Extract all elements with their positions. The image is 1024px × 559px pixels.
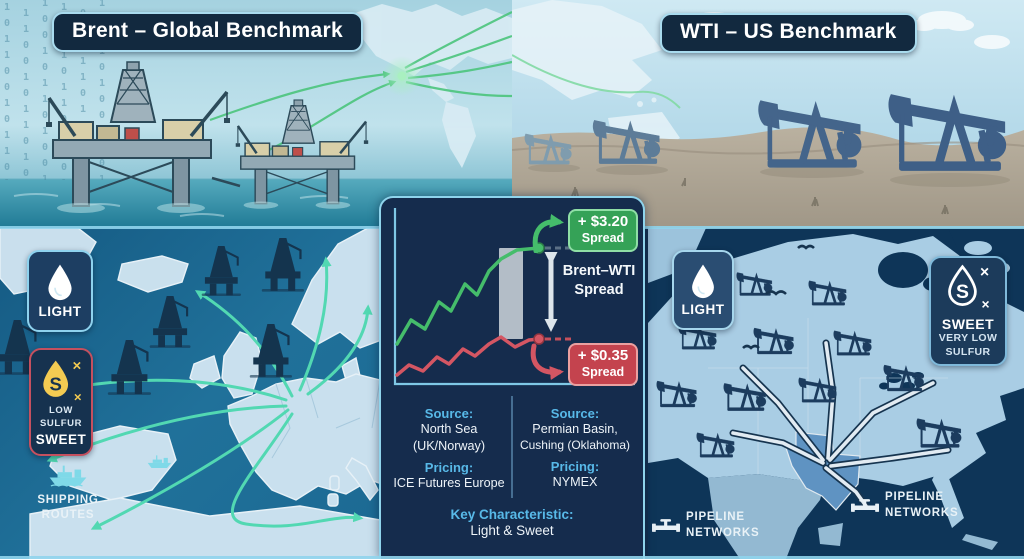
spread-bar [499, 248, 523, 339]
pipeline-label-line1: PIPELINE [885, 491, 944, 503]
brent-source-line1: North Sea [420, 422, 478, 436]
sulfur-badge-line2: SULFUR [39, 418, 83, 429]
wti-sweet-badge: S × × SWEET VERY LOW SULFUR [929, 256, 1007, 366]
red-curve-arrow [530, 343, 564, 380]
sweet-badge-line2: VERY LOW [938, 331, 998, 344]
sulfur-badge-line1: LOW [49, 405, 73, 417]
world-map [352, 4, 512, 168]
sweet-sulfur-icon: S × × [948, 264, 990, 312]
pipeline-label-line2: NETWORKS [686, 526, 760, 539]
x-mark: × [74, 390, 82, 405]
benchmark-info: Source: North Sea (UK/Norway) Pricing: I… [381, 394, 643, 540]
wti-light-badge: LIGHT [672, 250, 734, 330]
birds [742, 244, 815, 350]
key-characteristic: Key Characteristic: Light & Sweet [387, 507, 637, 540]
spread-title: Brent–WTI Spread [557, 262, 641, 300]
key-characteristic-label: Key Characteristic: [450, 506, 574, 522]
brent-pricing-value: ICE Futures Europe [393, 476, 505, 491]
spread-panel: Brent–WTI Spread + $3.20 Spread + $0.35 … [379, 196, 645, 559]
state-borders [708, 318, 948, 474]
light-badge-label: LIGHT [38, 304, 82, 319]
pipeline-networks-label-right: PIPELINE NETWORKS [851, 490, 958, 521]
brent-spread-badge: + $3.20 Spread [568, 209, 638, 252]
wti-pricing-value: NYMEX [552, 475, 598, 490]
wti-endpoint [533, 333, 545, 345]
green-curve-arrow [532, 213, 564, 253]
sweet-badge-line1: SWEET [941, 315, 995, 332]
brent-line [395, 246, 541, 346]
pipeline-label-line1: PIPELINE [686, 511, 745, 523]
brent-sulfur-badge: S × × LOW SULFUR SWEET [29, 348, 93, 456]
brent-info-column: Source: North Sea (UK/Norway) Pricing: I… [387, 396, 511, 498]
droplet-icon [48, 264, 72, 301]
shipping-label-line2: ROUTES [41, 509, 95, 522]
chart-axes [393, 208, 635, 386]
brent-pricing-label: Pricing: [424, 460, 474, 476]
x-mark: × [981, 296, 989, 312]
brent-spread-value: + $3.20 [577, 213, 629, 230]
shrubs [571, 178, 949, 215]
sweet-badge-line3: SULFUR [945, 345, 991, 358]
x-mark: × [73, 358, 82, 375]
spread-chart-area: Brent–WTI Spread + $3.20 Spread + $0.35 … [381, 198, 642, 394]
wti-line [395, 335, 541, 377]
wti-spread-value: + $0.35 [577, 347, 629, 364]
wti-source-line2: Cushing (Oklahoma) [519, 437, 631, 452]
key-characteristic-value: Light & Sweet [470, 522, 554, 538]
brent-title-text: Brent – Global Benchmark [72, 19, 343, 42]
spread-chart [393, 208, 635, 386]
pipelines [729, 339, 952, 510]
wti-info-column: Source: Permian Basin, Cushing (Oklahoma… [511, 396, 637, 498]
wti-source-line1: Permian Basin, [532, 422, 618, 436]
spread-title-line2: Spread [574, 281, 624, 298]
pipeline-networks-label-left: PIPELINE NETWORKS [652, 510, 759, 541]
wti-spread-badge: + $0.35 Spread [568, 343, 638, 386]
low-sulfur-icon: S × × [43, 358, 82, 405]
wti-source-label: Source: [550, 406, 600, 421]
x-mark: × [980, 264, 989, 281]
shipping-route-arrows [46, 256, 373, 530]
wti-spread-label: Spread [581, 364, 625, 379]
wti-title: WTI – US Benchmark [660, 13, 917, 53]
bottom-border [0, 556, 1024, 559]
brent-source-line2: (UK/Norway) [412, 438, 486, 453]
sulfur-symbol: S [49, 374, 61, 395]
sulfur-symbol: S [956, 281, 969, 303]
brent-source-label: Source: [424, 406, 474, 421]
pumpjack-shadows [528, 164, 1010, 187]
shipping-label-line1: SHIPPING [37, 493, 99, 506]
brent-scene: 1 0 1 1 0 0 1 0 1 1 0 1 0 0 1 1 0 1 0 1 … [0, 0, 512, 228]
shipping-routes-label: SHIPPING ROUTES [12, 460, 124, 524]
route-line [512, 54, 681, 109]
ship-icon [49, 465, 87, 487]
brent-spread-label: Spread [581, 230, 625, 245]
brent-light-badge: LIGHT [27, 250, 93, 332]
valve-icon [652, 519, 680, 532]
sulfur-badge-line3: SWEET [35, 431, 87, 447]
wti-pricing-label: Pricing: [550, 459, 600, 475]
country-borders [271, 377, 381, 459]
brent-title: Brent – Global Benchmark [52, 12, 363, 52]
valve-icon [851, 499, 879, 512]
light-badge-label: LIGHT [681, 302, 725, 317]
wti-map: LIGHT S × × SWEET VERY LOW SULFUR PIPELI… [648, 228, 1024, 559]
droplet-icon [692, 264, 714, 299]
spread-title-line1: Brent–WTI [562, 263, 636, 279]
wti-scene: WTI – US Benchmark [512, 0, 1024, 228]
pipeline-label-line2: NETWORKS [885, 506, 959, 519]
wti-title-text: WTI – US Benchmark [680, 20, 897, 43]
